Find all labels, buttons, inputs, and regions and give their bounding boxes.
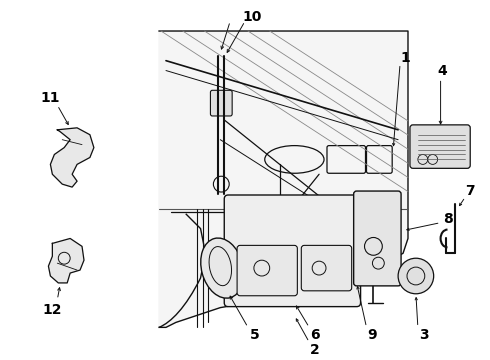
Text: 2: 2 xyxy=(310,343,320,357)
Polygon shape xyxy=(159,31,408,327)
Circle shape xyxy=(398,258,434,294)
Text: 11: 11 xyxy=(41,91,60,105)
Text: 12: 12 xyxy=(43,303,62,316)
Text: 10: 10 xyxy=(242,10,262,24)
Polygon shape xyxy=(49,238,84,283)
Text: 7: 7 xyxy=(466,184,475,198)
FancyBboxPatch shape xyxy=(301,246,352,291)
Ellipse shape xyxy=(201,238,244,298)
Text: 9: 9 xyxy=(368,328,377,342)
Text: 4: 4 xyxy=(438,63,447,77)
FancyBboxPatch shape xyxy=(410,125,470,168)
Text: 3: 3 xyxy=(419,328,429,342)
Text: 5: 5 xyxy=(250,328,260,342)
Polygon shape xyxy=(50,128,94,187)
FancyBboxPatch shape xyxy=(224,195,361,307)
Text: 6: 6 xyxy=(310,328,320,342)
FancyBboxPatch shape xyxy=(210,90,232,116)
Text: 1: 1 xyxy=(400,51,410,65)
FancyBboxPatch shape xyxy=(237,246,297,296)
FancyBboxPatch shape xyxy=(354,191,401,286)
Text: 8: 8 xyxy=(442,212,452,226)
